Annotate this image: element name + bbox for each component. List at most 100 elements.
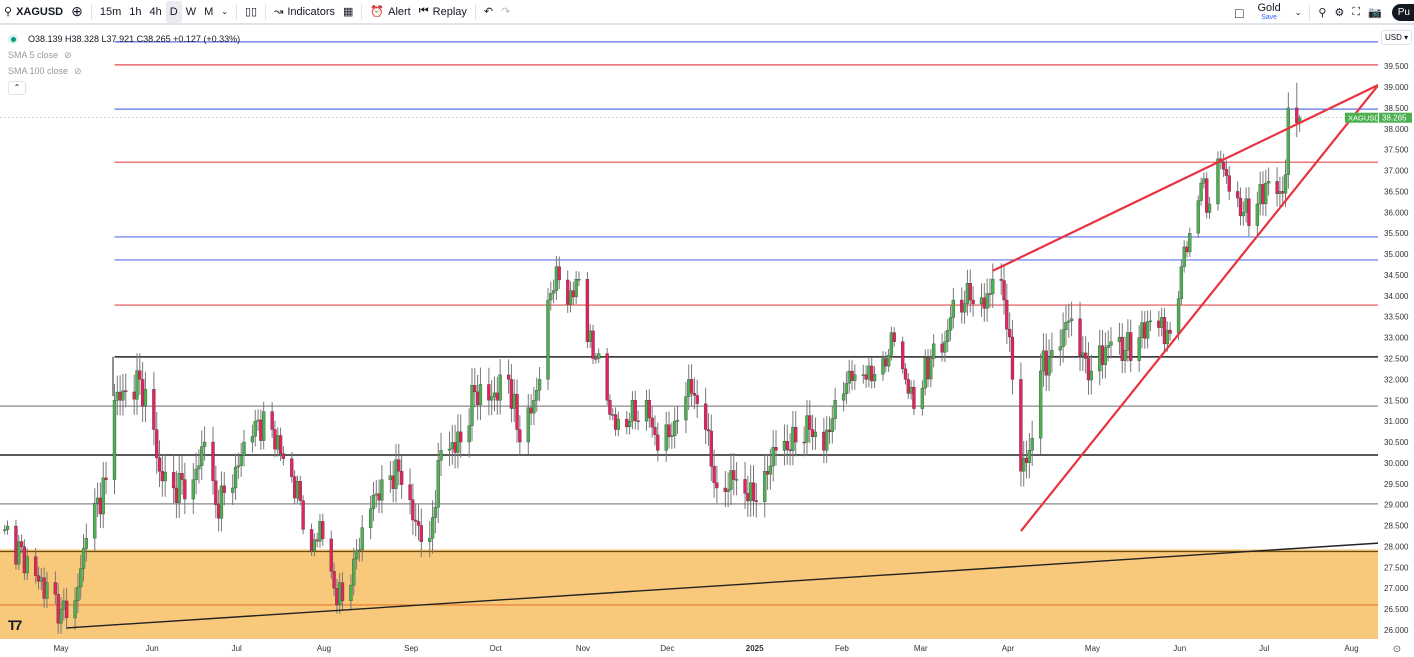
candle-up [1058, 346, 1062, 351]
candle-down [968, 282, 972, 301]
candle-down [132, 391, 136, 400]
candle-up [1176, 298, 1181, 334]
candle-up [1064, 322, 1068, 331]
candle-down [715, 482, 719, 489]
indicator-sma-5[interactable]: SMA 5 close ⊘ [8, 47, 240, 63]
price-tick-label: 33.500 [1384, 313, 1409, 322]
candle-up [73, 600, 77, 619]
candle-up [1148, 320, 1153, 323]
candle-down [613, 414, 618, 430]
indicators-button[interactable]: ↝ Indicators [270, 1, 339, 23]
candle-down [988, 293, 992, 295]
settings-button[interactable]: ⚙ [1330, 2, 1348, 24]
currency-label: USD [1385, 33, 1402, 42]
divider [265, 3, 267, 20]
indicator-sma-100[interactable]: SMA 100 close ⊘ [8, 63, 240, 79]
compare-button[interactable]: ⊕ [67, 1, 87, 23]
candle-down [653, 427, 657, 436]
candle-down [1002, 280, 1006, 301]
symbol-search[interactable]: ⚲ XAGUSD [0, 1, 67, 23]
market-status-icon [8, 34, 18, 44]
candle-up [318, 521, 322, 542]
candle-up [813, 431, 818, 437]
candle-up [1030, 438, 1034, 451]
undo-button[interactable]: ↶ [480, 1, 497, 23]
candle-down [689, 379, 694, 394]
interval-d[interactable]: D [165, 0, 182, 23]
candle-up [62, 600, 66, 610]
candle-up [1196, 200, 1200, 234]
candle-up [726, 489, 730, 492]
time-tick-label: Jul [232, 644, 242, 653]
candle-down [667, 424, 671, 437]
candle-up [1188, 233, 1192, 253]
sma100-label: SMA 100 close [8, 66, 69, 76]
candle-up [256, 419, 260, 422]
candle-down [810, 429, 815, 437]
candle-up [597, 353, 601, 359]
candle-down [1084, 352, 1088, 359]
fullscreen-button[interactable]: ⛶ [1348, 2, 1364, 24]
axis-settings-icon[interactable]: ⊙ [1393, 644, 1401, 655]
replay-button[interactable]: ⏮ Replay [415, 1, 471, 23]
alert-button[interactable]: ⏰ Alert [366, 1, 414, 23]
candle-down [802, 441, 806, 444]
price-chart[interactable]: 39.500 39.000 38.500 38.000 37.500 37.000 36.5… [0, 27, 1414, 657]
candle-down [399, 471, 404, 485]
tradingview-logo[interactable]: T7 [8, 617, 22, 633]
candle-down [278, 435, 283, 454]
redo-button[interactable]: ↷ [497, 1, 514, 23]
candle-up [1283, 174, 1288, 194]
candle-up [532, 400, 536, 414]
candle-down [64, 600, 69, 619]
eye-hidden-icon[interactable]: ⊘ [64, 50, 72, 60]
support-zone [0, 549, 1378, 639]
candle-up [512, 393, 516, 409]
candle-down [650, 417, 654, 428]
candle-down [1221, 162, 1226, 170]
candle-down [183, 479, 187, 500]
publish-button[interactable]: Pu [1391, 4, 1414, 21]
layout-dropdown[interactable]: ⌄ [1291, 2, 1306, 24]
snapshot-button[interactable]: 📷 [1364, 2, 1386, 24]
price-tick-label: 34.000 [1384, 292, 1409, 301]
chart-type-button[interactable]: ▯▯ [241, 1, 261, 23]
candle-down [309, 529, 314, 551]
candle-up [1165, 329, 1169, 345]
interval-dropdown[interactable]: ⌄ [217, 1, 232, 23]
candle-up [830, 418, 834, 432]
candle-down [1019, 379, 1023, 472]
candle-up [951, 299, 956, 318]
currency-selector[interactable]: USD ▾ [1381, 30, 1413, 45]
candle-up [456, 431, 460, 453]
chevron-down-icon: ⌄ [1294, 8, 1302, 17]
interval-m[interactable]: M [204, 5, 214, 18]
candle-up [861, 374, 865, 376]
templates-button[interactable]: ▦ [339, 1, 357, 23]
collapse-legend-button[interactable]: ⌃ [8, 81, 26, 95]
candle-up [135, 370, 139, 400]
layout-toggle-button[interactable]: □ [1231, 2, 1247, 24]
time-axis [0, 639, 1414, 657]
candle-down [36, 575, 41, 582]
quick-search-button[interactable]: ⚲ [1314, 2, 1330, 24]
candle-up [943, 341, 947, 353]
candle-down [926, 357, 930, 380]
interval-4h[interactable]: 4h [149, 5, 162, 18]
candle-up [202, 441, 207, 447]
candle-up [526, 407, 530, 443]
candle-down [157, 457, 162, 472]
candle-up [112, 400, 117, 480]
candle-up [923, 357, 927, 389]
undo-icon: ↶ [483, 6, 494, 18]
candle-up [368, 508, 373, 528]
layout-name-button[interactable]: Gold Save [1257, 2, 1280, 23]
interval-1h[interactable]: 1h [129, 5, 142, 18]
candle-down [884, 358, 888, 367]
price-tick-label: 36.000 [1384, 208, 1409, 217]
eye-hidden-icon[interactable]: ⊘ [74, 66, 82, 76]
interval-w[interactable]: W [185, 5, 197, 18]
candle-up [101, 477, 105, 515]
interval-15m[interactable]: 15m [99, 5, 122, 18]
candle-down [124, 390, 128, 393]
